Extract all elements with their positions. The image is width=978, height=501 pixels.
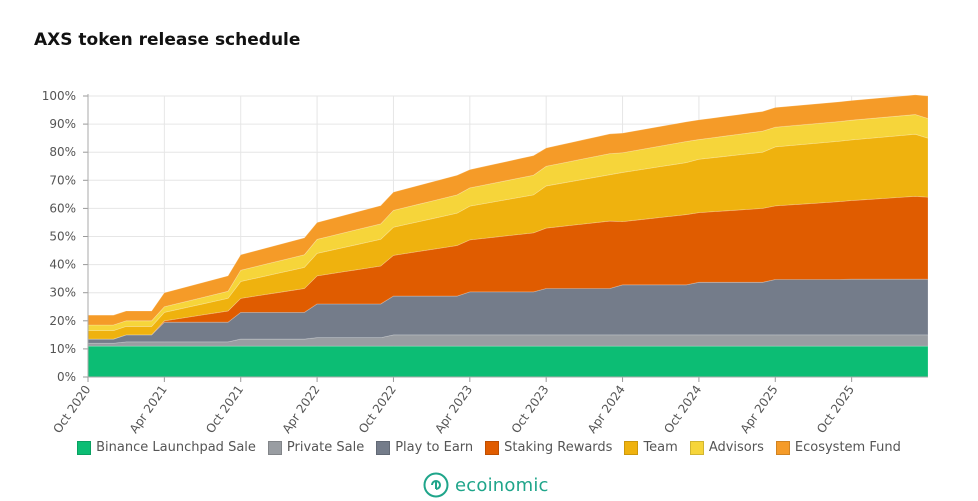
legend-swatch <box>267 440 282 455</box>
y-tick-label: 40% <box>49 258 76 272</box>
legend-item[interactable]: Advisors <box>689 440 764 455</box>
x-tick-label: Oct 2021 <box>203 383 246 436</box>
x-tick-label: Oct 2024 <box>661 383 704 436</box>
x-tick-label: Oct 2025 <box>814 383 857 436</box>
y-tick-label: 30% <box>49 286 76 300</box>
y-tick-label: 10% <box>49 342 76 356</box>
legend-item[interactable]: Ecosystem Fund <box>775 440 901 455</box>
ecoinomic-logo-icon <box>423 472 449 498</box>
legend-swatch <box>485 440 500 455</box>
legend-swatch <box>624 440 639 455</box>
y-tick-label: 100% <box>42 89 76 103</box>
legend-label: Binance Launchpad Sale <box>96 440 256 455</box>
y-tick-label: 50% <box>49 230 76 244</box>
legend-item[interactable]: Play to Earn <box>376 440 473 455</box>
x-tick-label: Apr 2021 <box>127 383 170 436</box>
chart-svg: 0% 10% 20% 30% 40% 50% 60% 70% 80% 90% 100% Oct 202… <box>42 89 929 436</box>
x-tick-label: Apr 2025 <box>738 383 781 436</box>
legend-label: Team <box>643 440 678 455</box>
ecoinomic-logo: ecoinomic <box>423 472 549 498</box>
legend-swatch <box>775 440 790 455</box>
legend-label: Staking Rewards <box>504 440 613 455</box>
legend-label: Advisors <box>708 440 764 455</box>
x-tick-label: Oct 2020 <box>50 383 93 436</box>
y-tick-label: 20% <box>49 314 76 328</box>
legend-item[interactable]: Staking Rewards <box>485 440 612 455</box>
y-tick-label: 0% <box>57 370 76 384</box>
legend-swatch <box>689 440 704 455</box>
legend-item[interactable]: Binance Launchpad Sale <box>77 440 256 455</box>
y-tick-label: 60% <box>49 201 76 215</box>
x-tick-label: Oct 2023 <box>509 383 552 436</box>
ecoinomic-logo-text: ecoinomic <box>455 474 549 496</box>
x-tick-label: Oct 2022 <box>356 383 399 436</box>
legend-swatch <box>376 440 391 455</box>
stacked-areas <box>87 94 929 378</box>
area-ecosystem-fund <box>87 94 929 326</box>
x-tick-label: Apr 2023 <box>432 383 475 436</box>
x-tick-label: Apr 2024 <box>585 383 628 436</box>
legend: Binance Launchpad Sale Private Sale Play t… <box>0 440 978 455</box>
y-tick-label: 70% <box>49 173 76 187</box>
legend-item[interactable]: Team <box>624 440 678 455</box>
area-binance-launchpad-sale <box>87 345 929 378</box>
legend-label: Play to Earn <box>395 440 474 455</box>
x-tick-label: Apr 2022 <box>279 383 322 436</box>
legend-label: Ecosystem Fund <box>794 440 901 455</box>
y-tick-label: 90% <box>49 117 76 131</box>
chart-title: AXS token release schedule <box>34 30 301 50</box>
y-tick-label: 80% <box>49 145 76 159</box>
legend-label: Private Sale <box>286 440 365 455</box>
legend-item[interactable]: Private Sale <box>267 440 365 455</box>
legend-swatch <box>77 440 92 455</box>
area-staking-rewards <box>88 195 929 340</box>
